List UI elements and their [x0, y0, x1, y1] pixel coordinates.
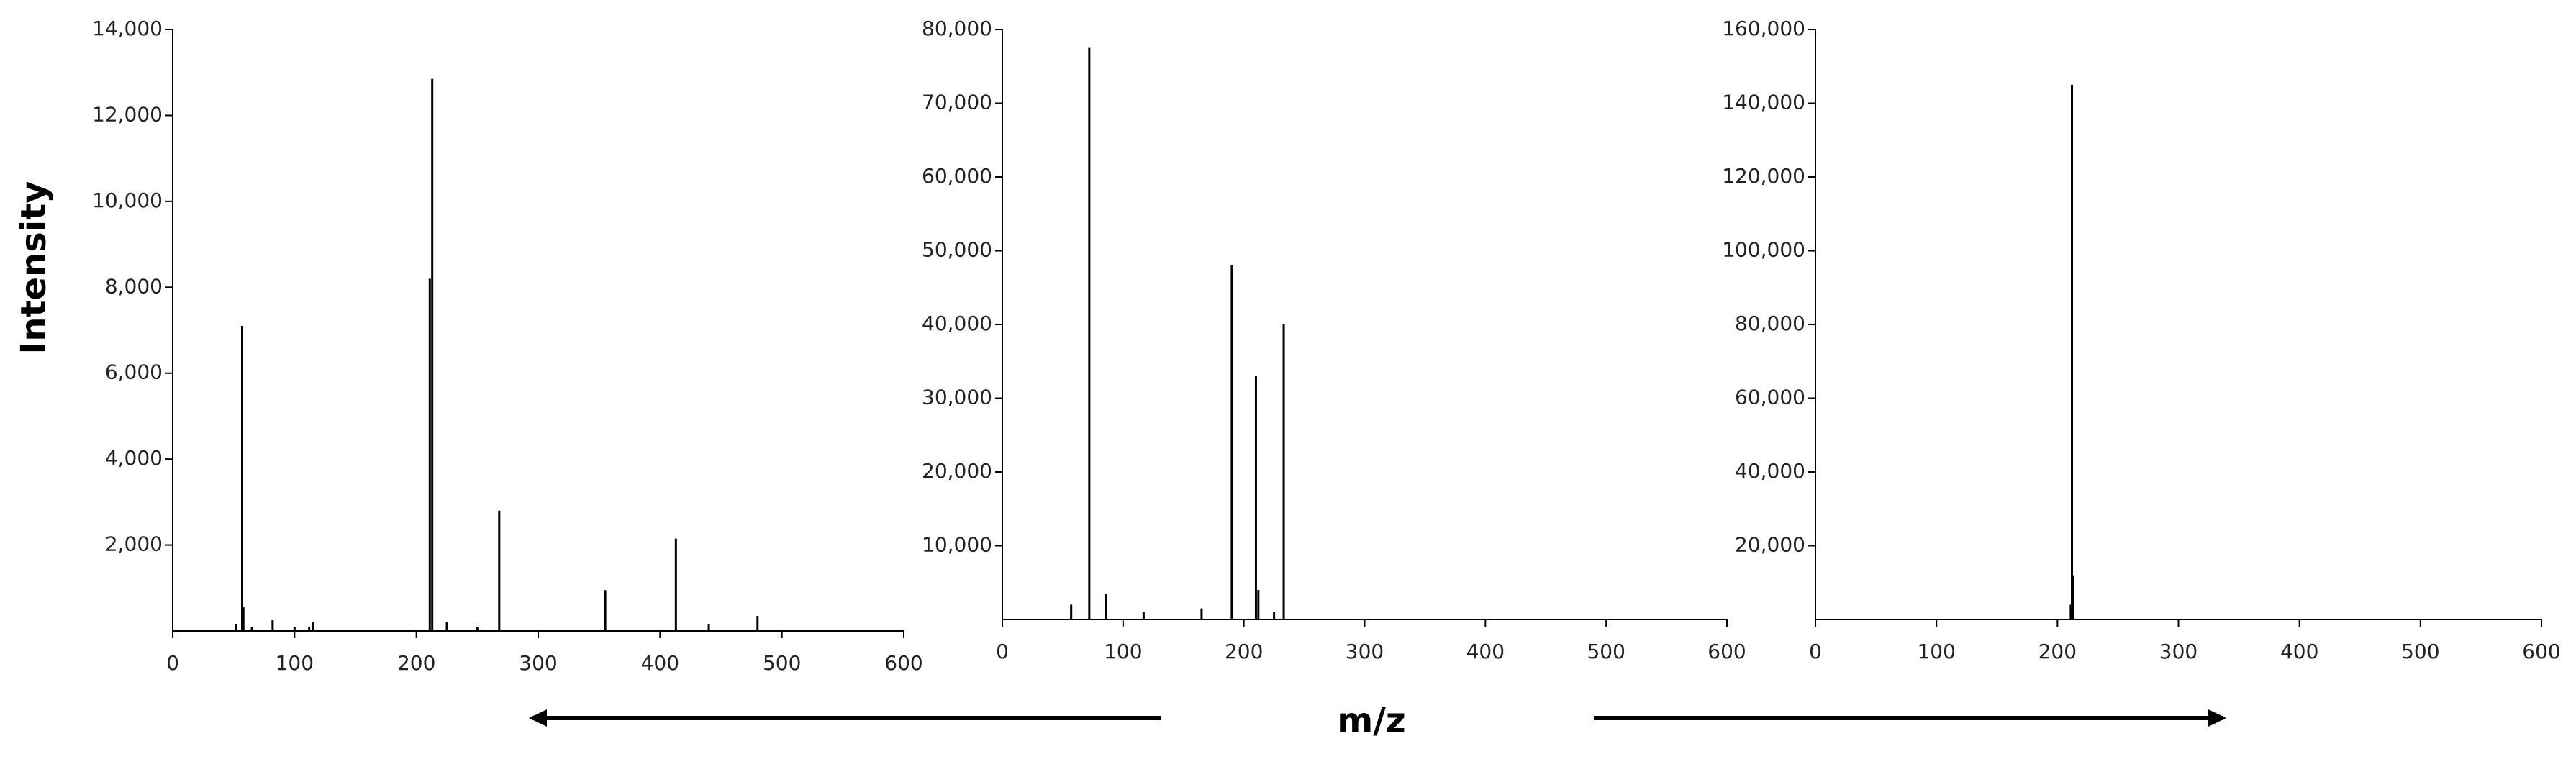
y-tick-label: 14,000 [92, 17, 163, 40]
x-tick-label: 200 [2038, 640, 2077, 663]
x-tick-label: 300 [1346, 640, 1384, 663]
y-tick-label: 30,000 [922, 386, 992, 409]
y-tick-label: 80,000 [922, 17, 992, 40]
x-tick-label: 0 [1809, 640, 1822, 663]
y-tick-label: 120,000 [1722, 164, 1805, 188]
x-tick-label: 200 [397, 651, 435, 675]
y-tick-label: 60,000 [922, 164, 992, 188]
y-tick-label: 20,000 [1735, 533, 1805, 557]
y-tick-label: 12,000 [92, 102, 163, 126]
y-tick-label: 10,000 [92, 188, 163, 212]
x-tick-label: 100 [276, 651, 314, 675]
y-tick-label: 140,000 [1722, 91, 1805, 114]
y-tick-label: 40,000 [922, 312, 992, 335]
y-tick-label: 100,000 [1722, 238, 1805, 262]
x-tick-label: 0 [166, 651, 179, 675]
x-tick-label: 400 [641, 651, 679, 675]
x-tick-label: 200 [1225, 640, 1263, 663]
x-tick-label: 600 [2522, 640, 2560, 663]
x-tick-label: 400 [2280, 640, 2318, 663]
y-tick-label: 2,000 [105, 532, 163, 556]
arrow-head [529, 709, 547, 727]
y-tick-label: 8,000 [105, 274, 163, 298]
x-tick-label: 600 [1707, 640, 1746, 663]
y-tick-label: 10,000 [922, 533, 992, 557]
y-tick-label: 60,000 [1735, 386, 1805, 409]
x-axis-label: m/z [1337, 701, 1405, 741]
y-tick-label: 40,000 [1735, 459, 1805, 483]
x-tick-label: 400 [1466, 640, 1505, 663]
y-tick-label: 50,000 [922, 238, 992, 262]
y-tick-label: 80,000 [1735, 312, 1805, 335]
arrow-head [2208, 709, 2226, 727]
y-tick-label: 20,000 [922, 459, 992, 483]
x-tick-label: 0 [996, 640, 1009, 663]
y-tick-label: 4,000 [105, 446, 163, 470]
x-tick-label: 500 [1587, 640, 1625, 663]
x-tick-label: 500 [2401, 640, 2439, 663]
y-tick-label: 70,000 [922, 91, 992, 114]
x-tick-label: 100 [1104, 640, 1142, 663]
x-tick-label: 500 [763, 651, 801, 675]
x-tick-label: 300 [519, 651, 557, 675]
x-tick-label: 100 [1917, 640, 1955, 663]
x-tick-label: 600 [884, 651, 922, 675]
y-axis-label: Intensity [14, 181, 54, 355]
y-tick-label: 6,000 [105, 360, 163, 384]
y-tick-label: 160,000 [1722, 17, 1805, 40]
x-tick-label: 300 [2159, 640, 2198, 663]
